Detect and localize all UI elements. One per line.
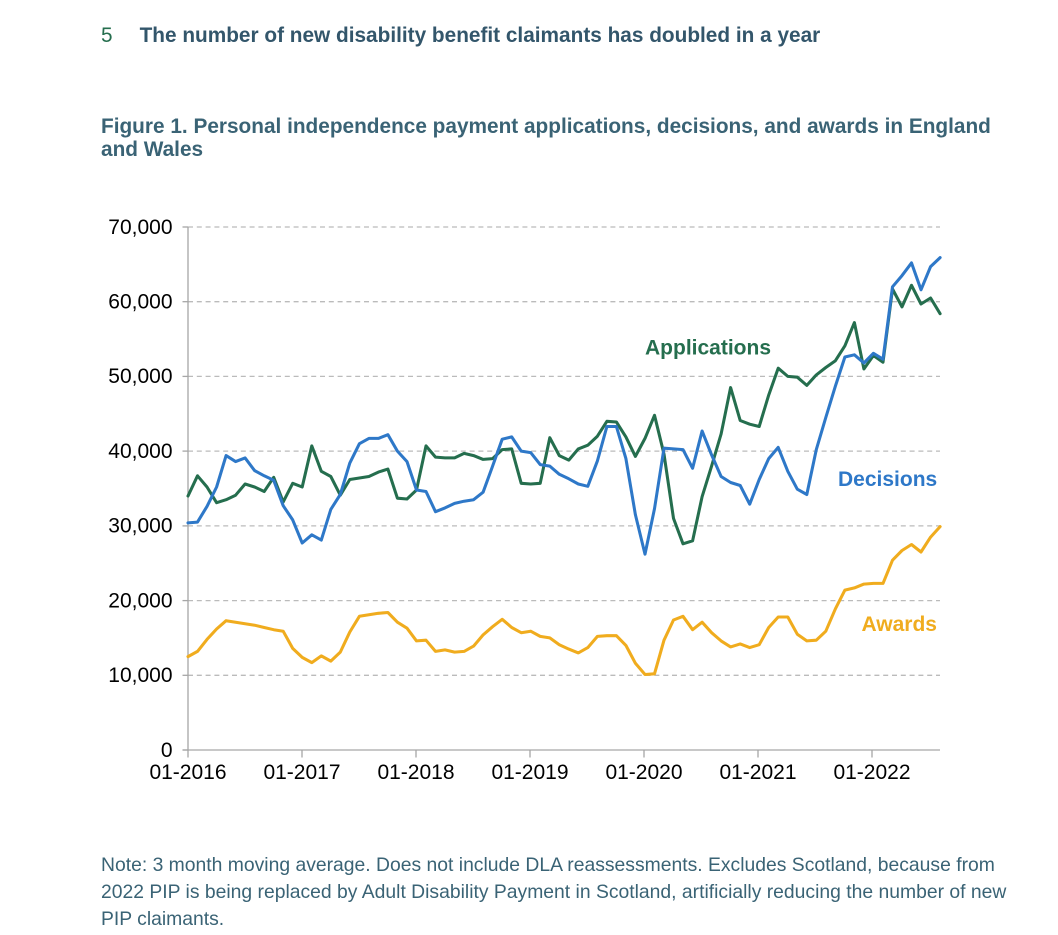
svg-text:0: 0 xyxy=(161,739,173,762)
svg-text:70,000: 70,000 xyxy=(108,216,172,239)
svg-text:01-2020: 01-2020 xyxy=(605,761,682,784)
svg-text:50,000: 50,000 xyxy=(108,365,172,388)
svg-text:01-2019: 01-2019 xyxy=(491,761,568,784)
svg-text:40,000: 40,000 xyxy=(108,440,172,463)
svg-text:01-2021: 01-2021 xyxy=(719,761,796,784)
svg-text:10,000: 10,000 xyxy=(108,664,172,687)
svg-text:20,000: 20,000 xyxy=(108,589,172,612)
svg-text:01-2016: 01-2016 xyxy=(149,761,226,784)
svg-text:Applications: Applications xyxy=(645,337,771,360)
svg-text:01-2018: 01-2018 xyxy=(377,761,454,784)
svg-text:01-2022: 01-2022 xyxy=(833,761,910,784)
svg-text:Awards: Awards xyxy=(862,613,937,636)
svg-text:Decisions: Decisions xyxy=(838,468,937,491)
svg-text:60,000: 60,000 xyxy=(108,291,172,314)
svg-text:01-2017: 01-2017 xyxy=(263,761,340,784)
svg-text:30,000: 30,000 xyxy=(108,515,172,538)
